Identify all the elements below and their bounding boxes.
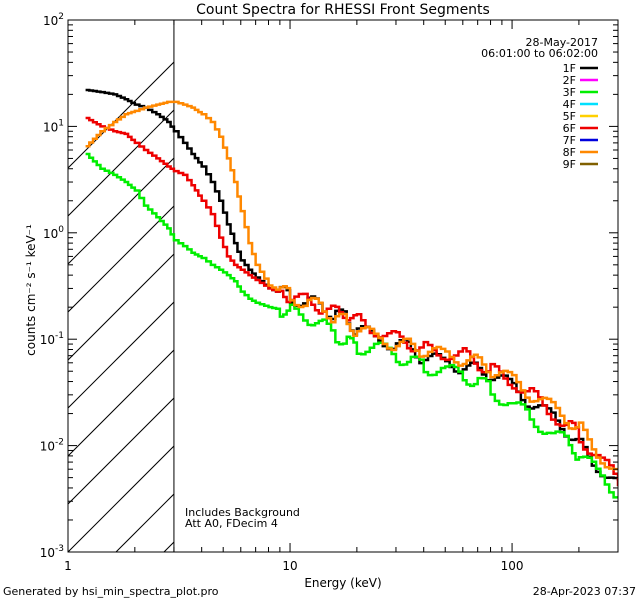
legend-label: 3F [563, 86, 576, 99]
series-line-8F [85, 100, 618, 471]
legend-label: 6F [563, 122, 576, 135]
legend-label: 2F [563, 74, 576, 87]
footer-generated-by: Generated by hsi_min_spectra_plot.pro [3, 585, 219, 598]
attenuator-hatch-region [68, 0, 640, 552]
hatch-line [308, 0, 640, 552]
y-tick-label: 10-1 [40, 331, 64, 347]
legend-label: 1F [563, 62, 576, 75]
legend-label: 8F [563, 146, 576, 159]
y-tick-label: 100 [43, 225, 64, 241]
legend-label: 4F [563, 98, 576, 111]
time-range-label: 06:01:00 to 06:02:00 [481, 47, 598, 60]
chart-title: Count Spectra for RHESSI Front Segments [196, 2, 490, 18]
hatch-line [68, 301, 174, 409]
y-tick-label: 102 [43, 12, 64, 28]
hatch-line [404, 0, 640, 552]
hatch-line [68, 157, 174, 265]
hatch-line [68, 349, 174, 457]
date-label: 28-May-2017 [526, 36, 598, 49]
series-line-1F [85, 88, 618, 481]
y-tick-label: 10-3 [40, 544, 64, 560]
x-tick-label: 100 [501, 559, 524, 573]
legend-label: 9F [563, 158, 576, 171]
hatch-line [115, 493, 174, 552]
y-tick-label: 101 [43, 118, 64, 134]
hatch-line [68, 109, 174, 217]
series-line-3F [85, 152, 618, 499]
x-tick-label: 1 [64, 559, 72, 573]
legend-label: 5F [563, 110, 576, 123]
legend-label: 7F [563, 134, 576, 147]
hatch-line [68, 445, 174, 552]
hatch-line [260, 0, 640, 552]
annotation-attenuator: Att A0, FDecim 4 [185, 517, 278, 530]
x-tick-label: 10 [282, 559, 297, 573]
footer-timestamp: 28-Apr-2023 07:37 [533, 585, 636, 598]
x-axis-label: Energy (keV) [304, 576, 381, 590]
y-tick-label: 10-2 [40, 438, 64, 454]
annotation-background: Includes Background [185, 506, 300, 519]
y-axis-label: counts cm⁻² s⁻¹ keV⁻¹ [24, 224, 38, 356]
hatch-line [68, 397, 174, 505]
hatch-line [68, 205, 174, 313]
plot-frame [67, 19, 619, 553]
